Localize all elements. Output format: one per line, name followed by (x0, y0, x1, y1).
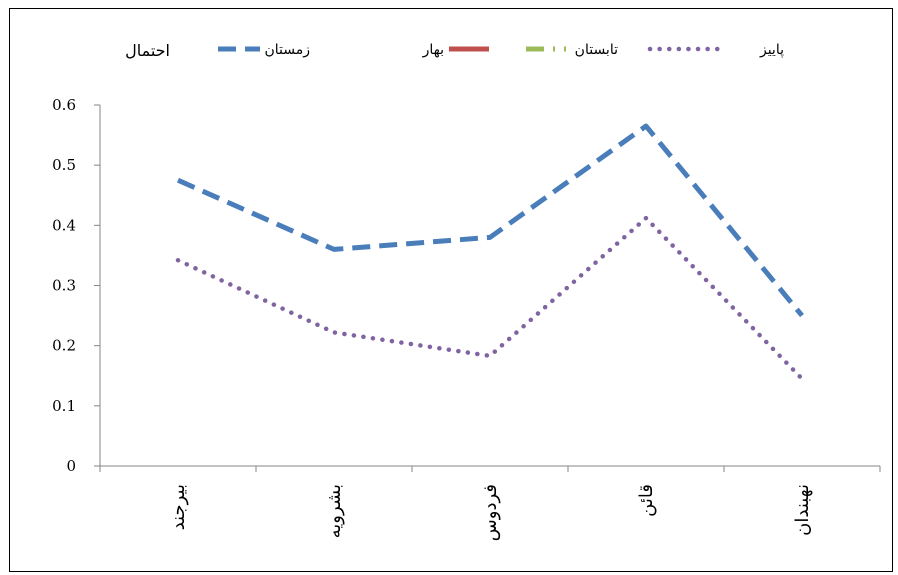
series-line (176, 123, 804, 318)
y-tick-label: 0.5 (52, 156, 76, 174)
legend-label: بهار (422, 42, 444, 58)
y-ticks: 0 0.1 0.2 0.3 0.4 0.5 0.6 (52, 96, 100, 475)
x-category-label: قائن (636, 484, 657, 517)
legend-label: زمستان (264, 42, 310, 58)
y-tick-label: 0 (66, 457, 76, 475)
legend-label: تابستان (575, 42, 618, 58)
x-category-label: بشرویه (324, 484, 345, 538)
y-tick-label: 0.4 (52, 216, 76, 234)
y-tick-label: 0.2 (52, 337, 76, 355)
x-category-label: فردوس (480, 484, 501, 541)
legend-label: پاییز (759, 42, 784, 58)
chart-frame: احتمال زمستان بهار تابستان پاییز 0 0.1 0.2 0.3… (9, 8, 893, 572)
chart-svg: احتمال زمستان بهار تابستان پاییز 0 0.1 0.2 0.3… (52, 41, 881, 541)
y-tick-label: 0.6 (52, 96, 76, 114)
x-category-label: بیرجند (168, 484, 189, 530)
y-tick-label: 0.3 (52, 277, 76, 295)
y-axis-label: احتمال (125, 41, 170, 60)
legend: زمستان بهار تابستان پاییز (218, 42, 784, 58)
x-ticks: بیرجند بشرویه فردوس قائن نهبندان (99, 466, 881, 541)
x-category-label: نهبندان (792, 484, 813, 536)
series-layer (175, 123, 805, 382)
series-line (175, 215, 805, 382)
y-tick-label: 0.1 (52, 397, 76, 415)
